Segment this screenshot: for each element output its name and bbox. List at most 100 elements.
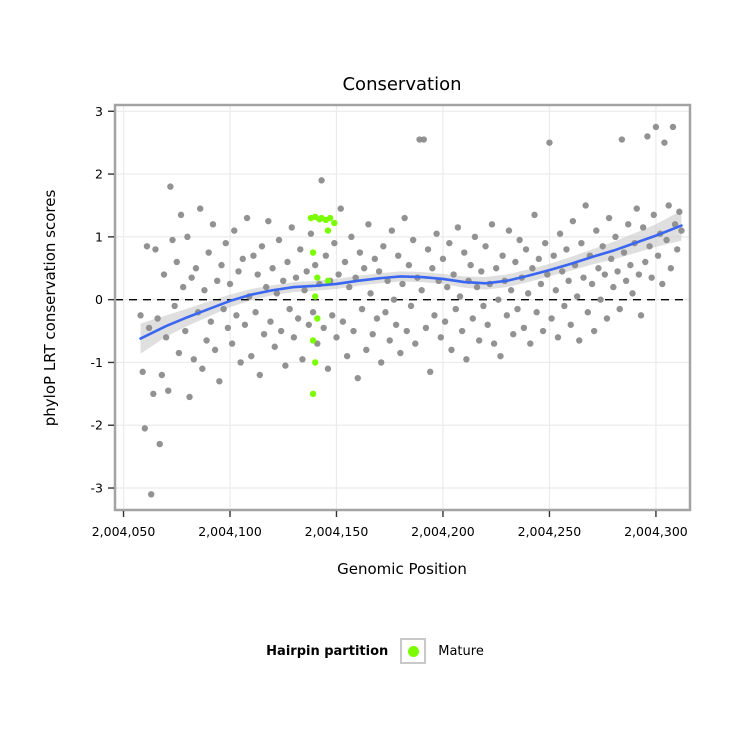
- data-point: [420, 136, 427, 143]
- data-point: [456, 293, 464, 300]
- data-point: [452, 305, 459, 313]
- data-point: [363, 346, 370, 354]
- data-point: [635, 271, 643, 278]
- data-point: [156, 440, 163, 448]
- data-point: [565, 277, 572, 285]
- data-point: [192, 265, 200, 272]
- mature-point: [311, 293, 319, 300]
- data-point: [318, 177, 325, 184]
- data-point: [311, 261, 319, 269]
- data-point: [231, 227, 238, 234]
- y-axis-label: phyloP LRT conservation scores: [41, 190, 59, 427]
- data-point: [535, 255, 542, 263]
- data-point: [599, 243, 606, 250]
- mature-dot-icon: [407, 645, 419, 657]
- data-point: [299, 356, 306, 363]
- data-point: [320, 324, 327, 332]
- data-point: [674, 246, 681, 253]
- data-point: [324, 365, 332, 372]
- data-point: [497, 352, 504, 360]
- data-point: [250, 252, 257, 259]
- data-point: [248, 352, 255, 360]
- panel-border-rect: [113, 103, 692, 512]
- y-tick-label: -3: [91, 481, 103, 496]
- data-point: [188, 274, 195, 281]
- data-point: [239, 255, 246, 263]
- data-point: [578, 239, 585, 247]
- data-point: [343, 352, 351, 360]
- data-point: [595, 265, 602, 272]
- data-point: [409, 236, 417, 244]
- data-point: [488, 221, 496, 228]
- data-point: [582, 202, 589, 209]
- data-point: [667, 265, 675, 272]
- data-point: [378, 359, 385, 366]
- data-point: [429, 265, 436, 272]
- data-point: [294, 315, 302, 322]
- data-point: [207, 318, 215, 325]
- smooth-line-layer: [139, 224, 683, 340]
- data-point: [224, 324, 232, 332]
- data-point: [201, 287, 208, 294]
- data-point: [186, 393, 193, 401]
- data-point: [282, 362, 289, 369]
- data-point: [446, 239, 453, 247]
- data-point: [365, 221, 372, 228]
- data-point: [407, 302, 415, 310]
- data-point: [220, 305, 227, 313]
- data-point: [337, 205, 344, 212]
- data-point: [145, 324, 153, 332]
- data-point: [503, 312, 511, 319]
- data-point: [676, 208, 683, 215]
- data-point: [154, 315, 161, 322]
- data-point: [642, 258, 649, 266]
- data-point: [590, 327, 598, 335]
- data-point: [654, 252, 662, 259]
- data-point: [588, 280, 596, 288]
- data-point: [629, 290, 636, 297]
- data-point: [380, 243, 387, 250]
- data-point: [639, 224, 647, 231]
- data-point: [520, 324, 528, 332]
- data-point: [512, 258, 519, 266]
- data-point: [358, 305, 366, 313]
- y-tick-label: 3: [95, 104, 103, 119]
- data-point: [254, 271, 261, 278]
- data-point: [297, 246, 304, 253]
- data-point: [148, 491, 155, 498]
- data-point: [524, 290, 532, 297]
- data-point: [277, 327, 285, 335]
- data-point: [390, 296, 398, 303]
- conservation-chart: Conservation phyloP LRT conservation sco…: [41, 74, 692, 578]
- data-point: [646, 243, 653, 250]
- data-point: [412, 340, 419, 347]
- data-point: [461, 249, 468, 256]
- data-point: [292, 274, 300, 281]
- data-point: [612, 233, 619, 241]
- x-tick-label: 2,004,150: [305, 524, 369, 539]
- data-point: [475, 337, 483, 344]
- mature-point: [314, 274, 321, 281]
- data-point: [346, 283, 353, 291]
- data-point: [573, 293, 581, 300]
- data-point: [397, 349, 404, 357]
- data-point: [618, 136, 626, 143]
- data-point: [339, 318, 347, 325]
- data-point: [669, 123, 677, 131]
- data-point: [214, 277, 221, 285]
- data-point: [659, 280, 666, 288]
- data-point: [401, 214, 408, 222]
- data-point: [644, 133, 651, 140]
- data-point: [537, 280, 545, 288]
- x-tick-label: 2,004,200: [411, 524, 475, 539]
- data-point: [603, 315, 611, 322]
- data-point: [637, 312, 645, 319]
- y-tick-label: -2: [91, 418, 103, 433]
- data-point: [184, 233, 191, 241]
- data-point: [263, 283, 270, 291]
- data-point: [471, 233, 479, 241]
- data-point: [499, 252, 506, 259]
- data-point: [482, 243, 489, 250]
- data-point: [580, 274, 587, 281]
- data-point: [190, 356, 197, 363]
